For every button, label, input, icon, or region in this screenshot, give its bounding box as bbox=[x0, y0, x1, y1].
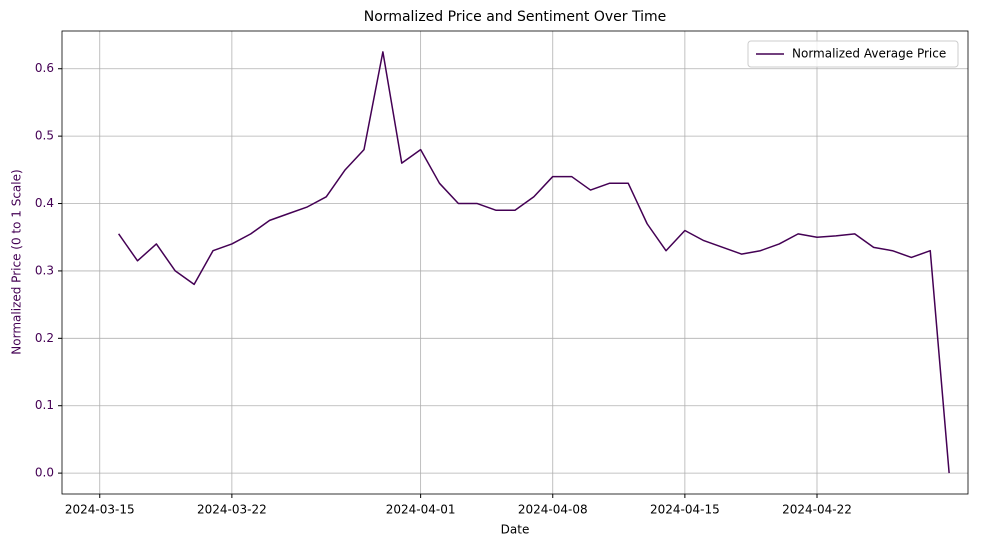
y-tick-label: 0.2 bbox=[35, 331, 54, 345]
chart-title: Normalized Price and Sentiment Over Time bbox=[364, 9, 666, 25]
y-tick-label: 0.0 bbox=[35, 466, 54, 480]
axes-frame bbox=[61, 30, 969, 495]
data-line bbox=[118, 51, 950, 474]
y-tick-label: 0.4 bbox=[35, 196, 54, 210]
y-axis-label: Normalized Price (0 to 1 Scale) bbox=[10, 169, 24, 354]
x-tick-label: 2024-03-15 bbox=[65, 503, 135, 517]
legend-box bbox=[747, 40, 959, 68]
y-tick-label: 0.5 bbox=[35, 129, 54, 143]
y-tick-label: 0.1 bbox=[35, 398, 54, 412]
x-tick-label: 2024-04-08 bbox=[518, 503, 588, 517]
y-tick-label: 0.3 bbox=[35, 263, 54, 277]
y-tick-label: 0.6 bbox=[35, 61, 54, 75]
x-tick-label: 2024-04-01 bbox=[386, 503, 456, 517]
x-tick-label: 2024-04-22 bbox=[782, 503, 852, 517]
x-tick-label: 2024-03-22 bbox=[197, 503, 267, 517]
x-axis-label: Date bbox=[501, 523, 530, 537]
legend-label: Normalized Average Price bbox=[792, 47, 946, 61]
x-tick-label: 2024-04-15 bbox=[650, 503, 720, 517]
